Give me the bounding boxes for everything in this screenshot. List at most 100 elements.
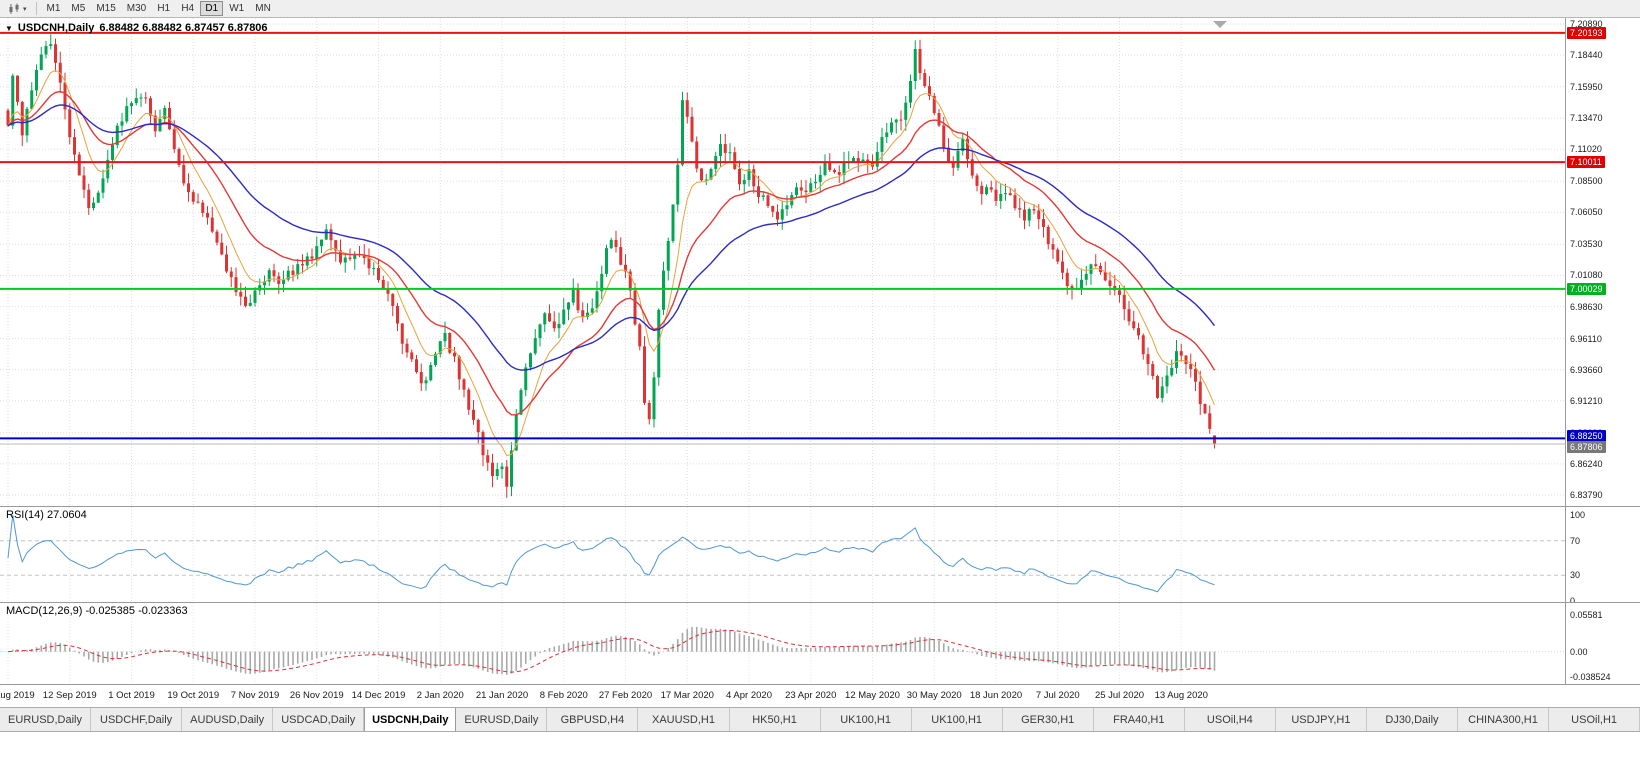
macd-chart bbox=[0, 603, 1565, 685]
toolbar-separator bbox=[35, 2, 37, 15]
date-label: 7 Jul 2020 bbox=[1035, 690, 1080, 701]
timeframes-toolbar: ▾ M1 M5 M15 M30 H1 H4 D1 W1 MN bbox=[0, 0, 1640, 18]
date-label: 8 Feb 2020 bbox=[539, 690, 588, 701]
timeframe-button-M30[interactable]: M30 bbox=[126, 3, 147, 14]
date-label: 23 Apr 2020 bbox=[785, 690, 837, 701]
chevron-down-icon: ▾ bbox=[23, 5, 27, 13]
price-tick: 6.98630 bbox=[1570, 301, 1603, 312]
chart-tab-XAUUSD-H1[interactable]: XAUUSD,H1 bbox=[638, 708, 730, 731]
rsi-name: RSI(14) bbox=[6, 509, 44, 521]
time-axis[interactable]: 24 Aug 2019 12 Sep 2019 1 Oct 2019 19 Oct 2… bbox=[0, 684, 1640, 707]
date-label: 26 Nov 2019 bbox=[289, 690, 344, 701]
price-tick: 7.13470 bbox=[1570, 113, 1603, 124]
moving-average-8-line bbox=[7, 69, 1215, 457]
chart-tab-HK50-H1[interactable]: HK50,H1 bbox=[730, 708, 821, 731]
date-label: 7 Nov 2019 bbox=[230, 690, 280, 701]
macd-name: MACD(12,26,9) bbox=[6, 605, 83, 617]
price-tick: 7.20890 bbox=[1570, 19, 1603, 29]
price-scale[interactable]: 7.20890 7.18440 7.15950 7.13470 7.11020 7.085… bbox=[1565, 18, 1640, 506]
macd-tick: 0.05581 bbox=[1570, 610, 1603, 620]
chart-ohlc-header: ▼ USDCNH,Daily 6.88482 6.88482 6.87457 6… bbox=[5, 22, 268, 34]
date-label: 12 May 2020 bbox=[845, 690, 900, 701]
main-chart-pane[interactable]: ▼ USDCNH,Daily 6.88482 6.88482 6.87457 6… bbox=[0, 18, 1565, 506]
rsi-indicator-pane[interactable]: RSI(14) 27.0604 bbox=[0, 506, 1565, 603]
price-level-badge: 7.10011 bbox=[1567, 156, 1605, 169]
price-tick: 7.03530 bbox=[1570, 239, 1603, 250]
price-tick: 6.96110 bbox=[1570, 333, 1602, 344]
chart-tab-FRA40-H1[interactable]: FRA40,H1 bbox=[1094, 708, 1185, 731]
rsi-tick: 70 bbox=[1570, 535, 1581, 546]
date-label: 4 Apr 2020 bbox=[726, 690, 772, 701]
timeframe-button-M5[interactable]: M5 bbox=[71, 3, 86, 14]
chart-ohlc-values: 6.88482 6.88482 6.87457 6.87806 bbox=[99, 22, 268, 34]
chart-tab-USOil-H4[interactable]: USOil,H4 bbox=[1185, 708, 1276, 731]
macd-value: -0.025385 -0.023363 bbox=[85, 605, 188, 617]
chart-tab-EURUSD-Daily[interactable]: EURUSD,Daily bbox=[0, 708, 92, 731]
chart-tab-CHINA300-H1[interactable]: CHINA300,H1 bbox=[1458, 708, 1550, 731]
macd-scale[interactable]: 0.05581 0.00 -0.038524 bbox=[1565, 602, 1640, 684]
price-tick: 7.06050 bbox=[1570, 207, 1603, 218]
chart-tab-USDCHF-Daily[interactable]: USDCHF,Daily bbox=[91, 708, 183, 731]
macd-tick: -0.038524 bbox=[1570, 672, 1611, 682]
rsi-scale[interactable]: 100 70 30 0 bbox=[1565, 506, 1640, 602]
date-label: 21 Jan 2020 bbox=[475, 690, 529, 701]
price-tick: 6.93660 bbox=[1570, 364, 1603, 375]
chart-tab-USDJPY-H1[interactable]: USDJPY,H1 bbox=[1276, 708, 1367, 731]
timeframe-button-M1[interactable]: M1 bbox=[46, 3, 61, 14]
timeframe-button-H1[interactable]: H1 bbox=[157, 3, 171, 14]
chart-tab-GBPUSD-H4[interactable]: GBPUSD,H4 bbox=[547, 708, 639, 731]
chart-type-button[interactable]: ▾ bbox=[4, 1, 31, 17]
date-label: 25 Jul 2020 bbox=[1094, 690, 1145, 701]
chart-tab-AUDUSD-Daily[interactable]: AUDUSD,Daily bbox=[182, 708, 274, 731]
price-tick: 6.91210 bbox=[1570, 395, 1603, 406]
chart-shift-marker-icon[interactable] bbox=[1213, 21, 1227, 28]
date-label: 12 Sep 2019 bbox=[42, 690, 97, 701]
chart-tab-USDCNH-Daily[interactable]: USDCNH,Daily bbox=[364, 708, 457, 731]
chart-symbol-label: USDCNH,Daily bbox=[17, 22, 95, 34]
chart-tab-USDCAD-Daily[interactable]: USDCAD,Daily bbox=[273, 708, 365, 731]
rsi-chart bbox=[0, 507, 1565, 603]
price-level-badge: 6.87806 bbox=[1567, 440, 1606, 453]
price-tick: 7.18440 bbox=[1570, 50, 1603, 61]
timeframe-buttons: M1 M5 M15 M30 H1 H4 D1 W1 MN bbox=[42, 1, 276, 16]
timeframe-button-MN[interactable]: MN bbox=[255, 3, 271, 14]
price-tick: 7.11020 bbox=[1570, 144, 1602, 155]
candlestick-chart-icon bbox=[9, 3, 19, 14]
date-label: 14 Dec 2019 bbox=[351, 690, 406, 701]
chart-tab-EURUSD-Daily[interactable]: EURUSD,Daily bbox=[456, 708, 548, 731]
price-tick: 6.86240 bbox=[1570, 458, 1603, 469]
chart-tab-DJ30-Daily[interactable]: DJ30,Daily bbox=[1367, 708, 1458, 731]
macd-histogram bbox=[11, 626, 1216, 675]
candlestick-chart bbox=[0, 18, 1565, 506]
chart-tab-GER30-H1[interactable]: GER30,H1 bbox=[1003, 708, 1094, 731]
macd-signal-line bbox=[7, 629, 1215, 673]
date-label: 13 Aug 2020 bbox=[1154, 690, 1208, 701]
macd-tick: 0.00 bbox=[1570, 646, 1588, 657]
rsi-tick: 0 bbox=[1570, 596, 1576, 602]
chart-tab-USOil-H1[interactable]: USOil,H1 bbox=[1549, 708, 1640, 731]
chart-tab-UK100-H1[interactable]: UK100,H1 bbox=[821, 708, 912, 731]
chart-menu-arrow-icon[interactable]: ▼ bbox=[5, 23, 13, 33]
date-label: 18 Jun 2020 bbox=[969, 690, 1023, 701]
macd-indicator-pane[interactable]: MACD(12,26,9) -0.025385 -0.023363 bbox=[0, 602, 1565, 685]
chart-tabs-bar: EURUSD,Daily USDCHF,Daily AUDUSD,Daily USDC… bbox=[0, 707, 1640, 732]
date-label: 1 Oct 2019 bbox=[108, 690, 155, 701]
candlestick-series bbox=[6, 34, 1216, 498]
price-level-badge: 7.00029 bbox=[1567, 282, 1606, 295]
price-level-badge: 6.88250 bbox=[1567, 429, 1606, 442]
date-label: 2 Jan 2020 bbox=[416, 690, 464, 701]
rsi-line bbox=[7, 514, 1215, 593]
date-label: 17 Mar 2020 bbox=[660, 690, 714, 701]
timeframe-button-H4[interactable]: H4 bbox=[181, 3, 195, 14]
rsi-label: RSI(14) 27.0604 bbox=[6, 509, 87, 521]
chart-tab-UK100-H1[interactable]: UK100,H1 bbox=[912, 708, 1003, 731]
moving-average-20-line bbox=[7, 90, 1216, 416]
timeframe-button-D1[interactable]: D1 bbox=[200, 1, 224, 16]
rsi-value: 27.0604 bbox=[46, 509, 87, 521]
moving-average-40-line bbox=[7, 104, 1216, 371]
price-tick: 7.15950 bbox=[1570, 81, 1603, 92]
timeframe-button-W1[interactable]: W1 bbox=[229, 3, 245, 14]
date-label: 30 May 2020 bbox=[906, 690, 962, 701]
timeframe-button-M15[interactable]: M15 bbox=[96, 3, 116, 14]
